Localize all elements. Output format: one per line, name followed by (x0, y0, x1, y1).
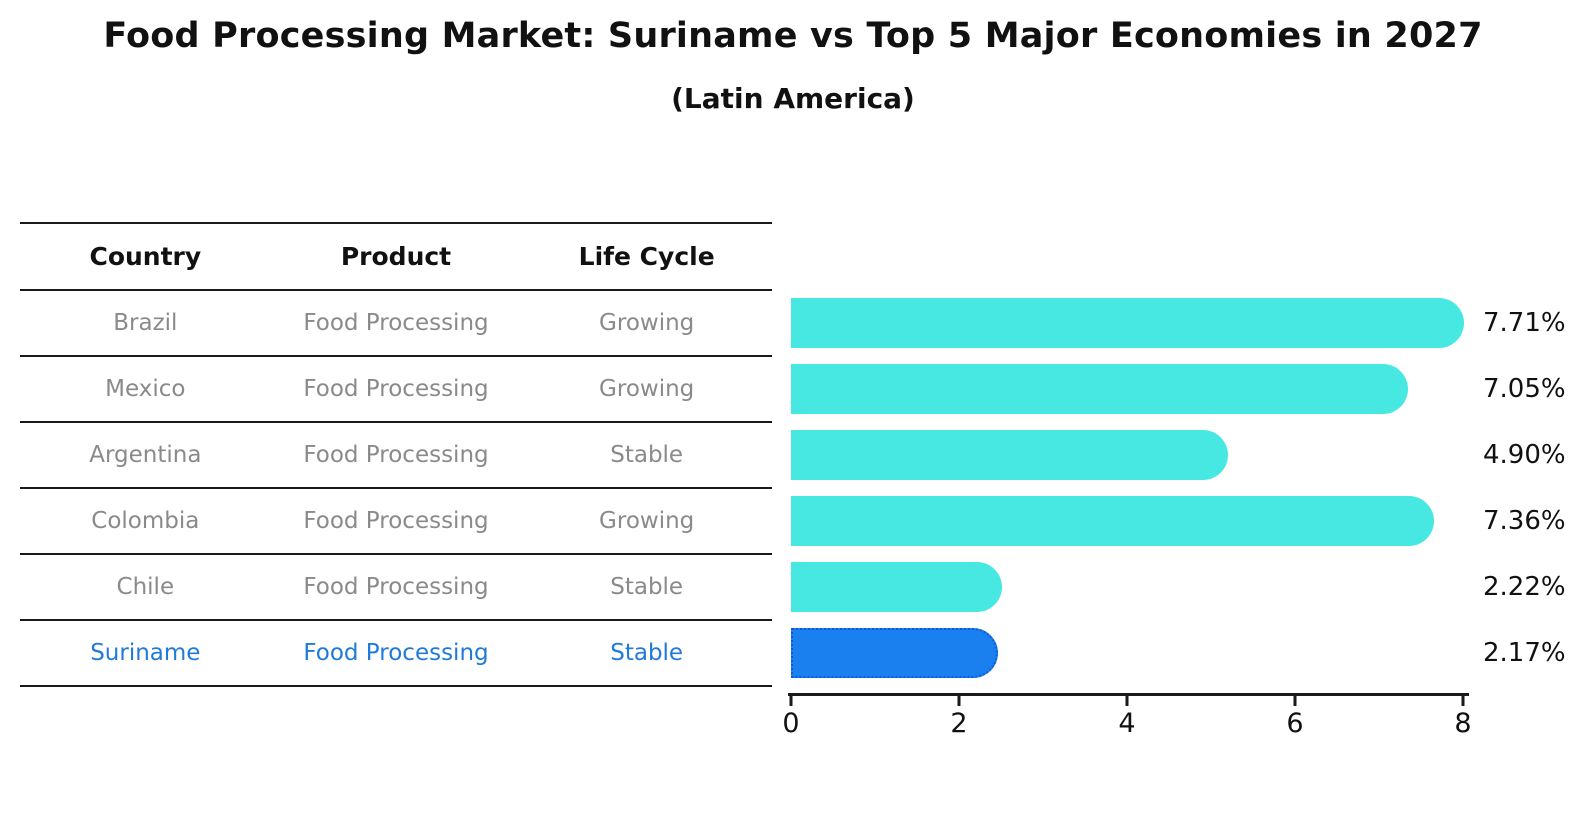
table-cell-product: Food Processing (303, 508, 489, 534)
table-row-brazil: Brazil Food Processing Growing (20, 291, 772, 357)
table-cell-product: Food Processing (303, 310, 489, 336)
x-axis-tick (1293, 696, 1297, 706)
value-label-suriname: 2.17% (1483, 638, 1566, 668)
table-cell-product: Food Processing (303, 442, 489, 468)
value-label-argentina: 4.90% (1483, 440, 1566, 470)
table-header-product: Product (340, 242, 452, 271)
value-label-colombia: 7.36% (1483, 506, 1566, 536)
bar-plot-area (791, 222, 1464, 702)
value-label-mexico: 7.05% (1483, 374, 1566, 404)
value-labels: 7.71% 7.05% 4.90% 7.36% 2.22% 2.17% (1483, 222, 1583, 702)
table-cell-life-cycle: Stable (610, 442, 684, 468)
bar-brazil (791, 298, 1464, 348)
x-axis-tick-label: 0 (782, 708, 800, 739)
table-cell-life-cycle: Growing (599, 508, 695, 534)
x-axis-tick-label: 8 (1454, 708, 1472, 739)
table-cell-life-cycle: Growing (599, 310, 695, 336)
bar-colombia (791, 496, 1435, 546)
data-table: Country Product Life Cycle Brazil Food Pr… (20, 222, 772, 687)
x-axis-tick-label: 4 (1118, 708, 1136, 739)
x-axis-tick (1461, 696, 1465, 706)
table-cell-country: Mexico (105, 376, 186, 402)
table-cell-country: Chile (116, 574, 175, 600)
table-header-country: Country (89, 242, 202, 271)
x-axis-ticks: 0 2 4 6 8 (782, 696, 1472, 746)
x-axis-tick-label: 6 (1286, 708, 1304, 739)
table-cell-life-cycle: Growing (599, 376, 695, 402)
table-row-suriname: Suriname Food Processing Stable (20, 621, 772, 687)
table-cell-country: Suriname (90, 640, 201, 666)
chart-title: Food Processing Market: Suriname vs Top … (103, 16, 1483, 56)
table-cell-product: Food Processing (303, 376, 489, 402)
x-axis-tick-label: 2 (950, 708, 968, 739)
x-axis-tick (1125, 696, 1129, 706)
table-cell-product: Food Processing (303, 574, 489, 600)
bar-suriname (791, 628, 999, 678)
table-row-colombia: Colombia Food Processing Growing (20, 489, 772, 555)
bar-mexico (791, 364, 1409, 414)
value-label-chile: 2.22% (1483, 572, 1566, 602)
table-cell-product: Food Processing (303, 640, 489, 666)
table-cell-life-cycle: Stable (610, 574, 684, 600)
table-row-argentina: Argentina Food Processing Stable (20, 423, 772, 489)
table-row-mexico: Mexico Food Processing Growing (20, 357, 772, 423)
table-header-life-cycle: Life Cycle (578, 242, 715, 271)
table-cell-country: Brazil (113, 310, 178, 336)
x-axis-tick (789, 696, 793, 706)
table-cell-country: Colombia (91, 508, 200, 534)
table-row-chile: Chile Food Processing Stable (20, 555, 772, 621)
bar-argentina (791, 430, 1228, 480)
table-cell-life-cycle: Stable (610, 640, 684, 666)
x-axis-line (788, 693, 1469, 696)
chart-subtitle: (Latin America) (671, 82, 915, 115)
table-header-row: Country Product Life Cycle (20, 224, 772, 291)
bar-chile (791, 562, 1003, 612)
table-cell-country: Argentina (89, 442, 202, 468)
value-label-brazil: 7.71% (1483, 308, 1566, 338)
x-axis-tick (957, 696, 961, 706)
